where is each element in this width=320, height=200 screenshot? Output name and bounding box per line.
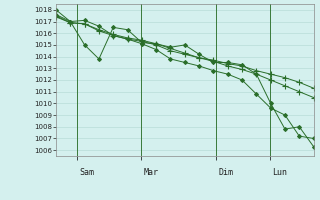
Text: Sam: Sam <box>79 168 94 177</box>
Text: Mar: Mar <box>144 168 159 177</box>
Text: Dim: Dim <box>218 168 233 177</box>
Text: Lun: Lun <box>272 168 287 177</box>
